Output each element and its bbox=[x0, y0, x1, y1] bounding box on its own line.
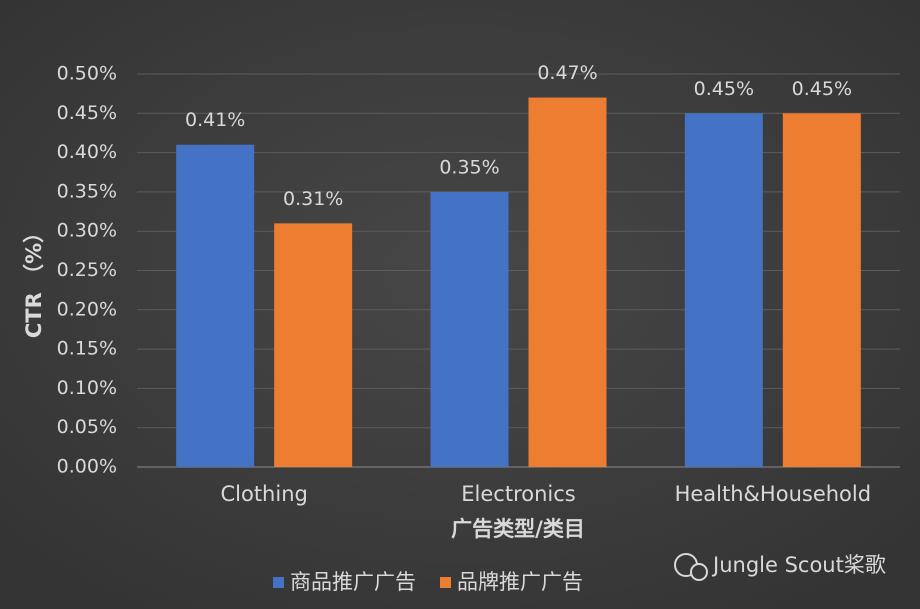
y-tick-label: 0.20% bbox=[57, 298, 117, 320]
bar bbox=[684, 113, 763, 468]
value-label: 0.47% bbox=[537, 62, 597, 84]
bar bbox=[430, 191, 509, 467]
legend-swatch bbox=[440, 577, 451, 588]
y-tick-label: 0.40% bbox=[57, 141, 117, 163]
y-axis-title: CTR （%） bbox=[22, 222, 46, 338]
legend-label: 品牌推广广告 bbox=[457, 570, 583, 594]
value-label: 0.35% bbox=[439, 156, 499, 178]
bar bbox=[176, 144, 255, 468]
y-tick-label: 0.30% bbox=[57, 220, 117, 242]
watermark-icon bbox=[690, 563, 708, 581]
x-tick-label: Electronics bbox=[461, 482, 575, 506]
bar bbox=[274, 223, 353, 467]
y-tick-label: 0.50% bbox=[57, 63, 117, 85]
legend-swatch bbox=[273, 577, 284, 588]
value-label: 0.31% bbox=[283, 188, 343, 210]
y-tick-label: 0.05% bbox=[57, 416, 117, 438]
legend-label: 商品推广广告 bbox=[290, 570, 416, 594]
watermark: Jungle Scout桨歌 bbox=[674, 553, 886, 581]
watermark-text: Jungle Scout桨歌 bbox=[711, 553, 886, 577]
value-label: 0.45% bbox=[694, 78, 754, 100]
x-axis-title: 广告类型/类目 bbox=[451, 517, 585, 541]
y-tick-label: 0.25% bbox=[57, 259, 117, 281]
y-tick-label: 0.35% bbox=[57, 180, 117, 202]
y-tick-label: 0.00% bbox=[57, 456, 117, 478]
y-tick-label: 0.45% bbox=[57, 102, 117, 124]
bar bbox=[782, 113, 861, 468]
value-label: 0.45% bbox=[792, 78, 852, 100]
x-tick-label: Clothing bbox=[220, 482, 307, 506]
value-label: 0.41% bbox=[185, 109, 245, 131]
y-tick-label: 0.15% bbox=[57, 338, 117, 360]
x-tick-label: Health&Household bbox=[675, 482, 871, 506]
y-tick-label: 0.10% bbox=[57, 377, 117, 399]
bar bbox=[528, 97, 607, 467]
